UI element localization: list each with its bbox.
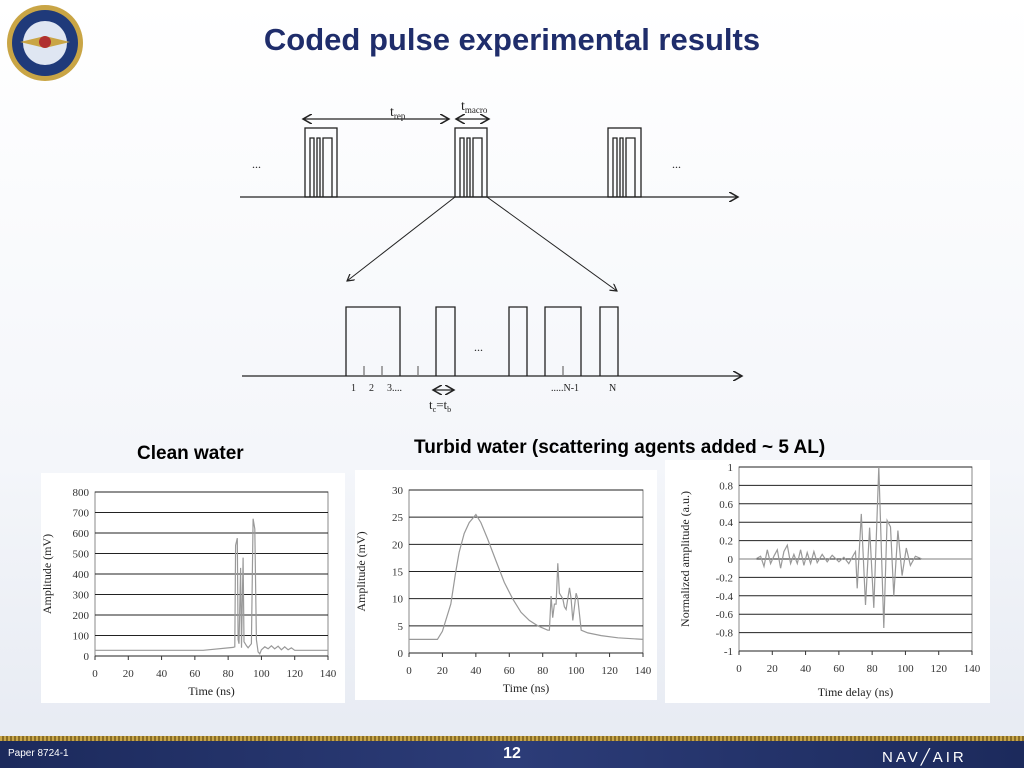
x-tick-label: 40: [470, 665, 482, 677]
y-tick-label: 0: [728, 554, 734, 566]
data-series-line: [95, 518, 328, 656]
y-tick-label: 1: [728, 462, 734, 474]
x-tick-label: 20: [767, 663, 779, 675]
y-tick-label: 15: [392, 567, 404, 579]
y-tick-label: 800: [73, 487, 90, 499]
x-axis-label: Time delay (ns): [818, 685, 894, 699]
y-axis-label: Normalized amplitude (a.u.): [678, 491, 692, 627]
x-tick-label: 0: [92, 668, 98, 680]
y-tick-label: 0: [84, 651, 90, 663]
chip-label: 2: [369, 383, 374, 394]
x-tick-label: 60: [189, 668, 201, 680]
y-tick-label: 10: [392, 594, 404, 606]
data-series-line: [739, 466, 972, 629]
y-tick-label: 500: [73, 549, 90, 561]
y-tick-label: 0.2: [719, 536, 733, 548]
y-tick-label: 5: [398, 621, 404, 633]
footer-stripe: [0, 736, 1024, 741]
y-tick-label: 200: [73, 610, 90, 622]
y-tick-label: 300: [73, 590, 90, 602]
y-tick-label: -0.4: [716, 591, 734, 603]
ellipsis-right: ...: [672, 157, 681, 171]
x-tick-label: 140: [320, 668, 337, 680]
y-axis-label: Amplitude (mV): [41, 534, 54, 614]
chip-ticks: [363, 366, 564, 376]
macro-pulse-3: [607, 127, 642, 198]
y-tick-label: -0.8: [716, 628, 734, 640]
x-tick-label: 40: [800, 663, 812, 675]
ellipsis-middle: ...: [474, 340, 483, 354]
macro-pulse-1: [304, 127, 338, 198]
x-tick-label: 120: [930, 663, 947, 675]
coded-pulse-timing-diagram: trep tmacro ... ... ... 1 2 3.... .....N…: [240, 99, 800, 414]
y-tick-label: 30: [392, 485, 404, 497]
y-axis-label: Amplitude (mV): [355, 531, 368, 611]
y-tick-label: 400: [73, 569, 90, 581]
y-tick-label: -0.6: [716, 609, 734, 621]
x-tick-label: 100: [897, 663, 914, 675]
chart-turbid-water: 0 5 10 15 20 25 30 0 20 40 60 80 100 120 140 Time (ns) A…: [355, 470, 657, 700]
x-tick-label: 0: [406, 665, 412, 677]
navair-logo: NAV╱AIR: [882, 749, 967, 766]
tc-tb-label: tc=tb: [429, 397, 451, 414]
page-number: 12: [503, 745, 521, 762]
x-tick-label: 60: [504, 665, 516, 677]
chart-clean-water: 0 100 200 300 400 500 600 700 800 0 20 40 60 80 100 120…: [41, 473, 345, 703]
navair-command-logo: [7, 5, 83, 81]
y-tick-label: -0.2: [716, 572, 733, 584]
x-tick-label: 140: [964, 663, 981, 675]
ellipsis-left: ...: [252, 157, 261, 171]
x-tick-label: 120: [286, 668, 303, 680]
x-tick-label: 140: [635, 665, 652, 677]
x-tick-label: 40: [156, 668, 168, 680]
y-tick-label: 0: [398, 648, 404, 660]
caption-clean-water: Clean water: [137, 443, 244, 464]
x-tick-label: 60: [833, 663, 845, 675]
x-tick-label: 0: [736, 663, 742, 675]
x-tick-label: 120: [601, 665, 618, 677]
chip-label: .....N-1: [551, 383, 579, 394]
slide-title: Coded pulse experimental results: [263, 22, 761, 57]
macro-pulse-2: [454, 127, 488, 198]
y-tick-label: 0.4: [719, 517, 733, 529]
x-tick-label: 20: [437, 665, 449, 677]
y-tick-label: 25: [392, 512, 404, 524]
y-tick-label: 0.6: [719, 499, 733, 511]
x-tick-label: 80: [537, 665, 549, 677]
chip-label: 3....: [387, 383, 402, 394]
x-tick-label: 80: [867, 663, 879, 675]
paper-id: Paper 8724-1: [8, 748, 69, 759]
y-tick-label: 600: [73, 528, 90, 540]
svg-text:trep: trep: [390, 105, 406, 121]
chip-label: N: [609, 383, 616, 394]
y-tick-label: -1: [724, 646, 733, 658]
x-tick-label: 20: [123, 668, 134, 680]
chart-turbid-normalized: -1 -0.8 -0.6 -0.4 -0.2 0 0.2 0.4 0.6 0.8 1 0 20 40 60 8…: [665, 460, 990, 703]
y-tick-label: 700: [73, 508, 90, 520]
y-tick-label: 100: [73, 631, 90, 643]
zoom-line-right: [486, 196, 617, 291]
data-series-line: [409, 513, 644, 640]
x-axis-label: Time (ns): [188, 684, 235, 698]
x-axis-label: Time (ns): [503, 681, 550, 695]
x-tick-label: 100: [568, 665, 585, 677]
y-tick-label: 0.8: [719, 480, 733, 492]
footer-bar: [0, 736, 1024, 768]
x-tick-label: 80: [223, 668, 235, 680]
chip-sequence: [345, 306, 619, 376]
svg-text:tmacro: tmacro: [461, 99, 488, 115]
x-tick-label: 100: [253, 668, 270, 680]
y-tick-label: 20: [392, 539, 404, 551]
caption-turbid-water: Turbid water (scattering agents added ~ …: [414, 437, 826, 458]
chip-label: 1: [351, 383, 356, 394]
zoom-line-left: [347, 196, 456, 281]
